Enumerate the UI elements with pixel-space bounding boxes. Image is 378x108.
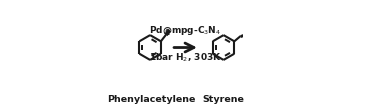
Text: Pd@mpg-C$_3$N$_4$: Pd@mpg-C$_3$N$_4$	[149, 24, 222, 37]
Text: Phenylacetylene: Phenylacetylene	[107, 95, 195, 104]
Text: 1bar H$_2$, 303K: 1bar H$_2$, 303K	[149, 52, 222, 64]
Text: Styrene: Styrene	[203, 95, 245, 104]
